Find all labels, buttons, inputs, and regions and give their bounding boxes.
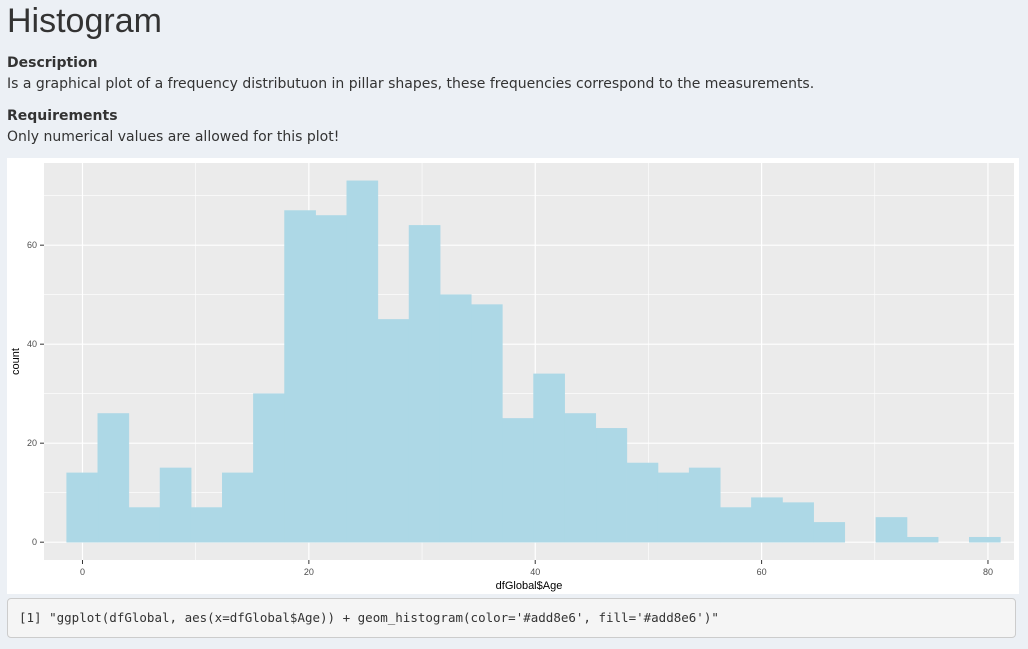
requirements-heading: Requirements [7,108,118,124]
description-heading: Description [7,55,98,71]
x-tick-label: 20 [304,567,314,577]
histogram-bar [190,507,223,543]
histogram-bar [97,413,130,543]
x-tick-label: 60 [757,567,767,577]
histogram-bar [222,472,254,543]
histogram-bar [751,497,783,543]
histogram-plot: 0 20 40 60 80 0 20 40 60 dfGlobal$Age count [7,158,1019,594]
histogram-bar [159,467,192,543]
histogram-bar [595,428,628,543]
y-axis-title: count [10,348,22,375]
code-output: [1] "ggplot(dfGlobal, aes(x=dfGlobal$Age… [7,598,1016,638]
histogram-bar [502,418,534,543]
histogram-bar [284,210,316,543]
histogram-bar [906,536,939,543]
x-axis-title: dfGlobal$Age [496,580,563,592]
y-tick-label: 0 [32,537,37,547]
histogram-bar [66,472,99,543]
x-tick-label: 0 [80,567,85,577]
histogram-bar [346,180,379,543]
histogram-bar [813,522,846,543]
histogram-bar [688,467,721,543]
histogram-bar [657,472,690,543]
histogram-bar [377,319,410,543]
histogram-bar [253,393,285,543]
histogram-bar [626,462,659,543]
histogram-svg: 0 20 40 60 80 0 20 40 60 dfGlobal$Age count [10,163,1014,592]
histogram-bar [315,215,348,543]
y-tick-label: 60 [27,240,37,250]
histogram-bar [471,304,503,543]
histogram-bar [533,373,565,543]
y-tick-label: 40 [27,339,37,349]
histogram-bar [439,294,472,543]
x-tick-label: 40 [530,567,540,577]
y-tick-label: 20 [27,438,37,448]
description-text: Is a graphical plot of a frequency distr… [7,76,815,92]
histogram-bar [969,536,1001,543]
histogram-bar [875,517,908,543]
x-tick-label: 80 [983,567,993,577]
histogram-bar [564,413,597,543]
histogram-bar [128,507,161,543]
histogram-bar [408,225,441,543]
page-title: Histogram [7,2,162,40]
histogram-bar [782,502,814,543]
histogram-bar [720,507,752,543]
requirements-text: Only numerical values are allowed for th… [7,129,340,145]
